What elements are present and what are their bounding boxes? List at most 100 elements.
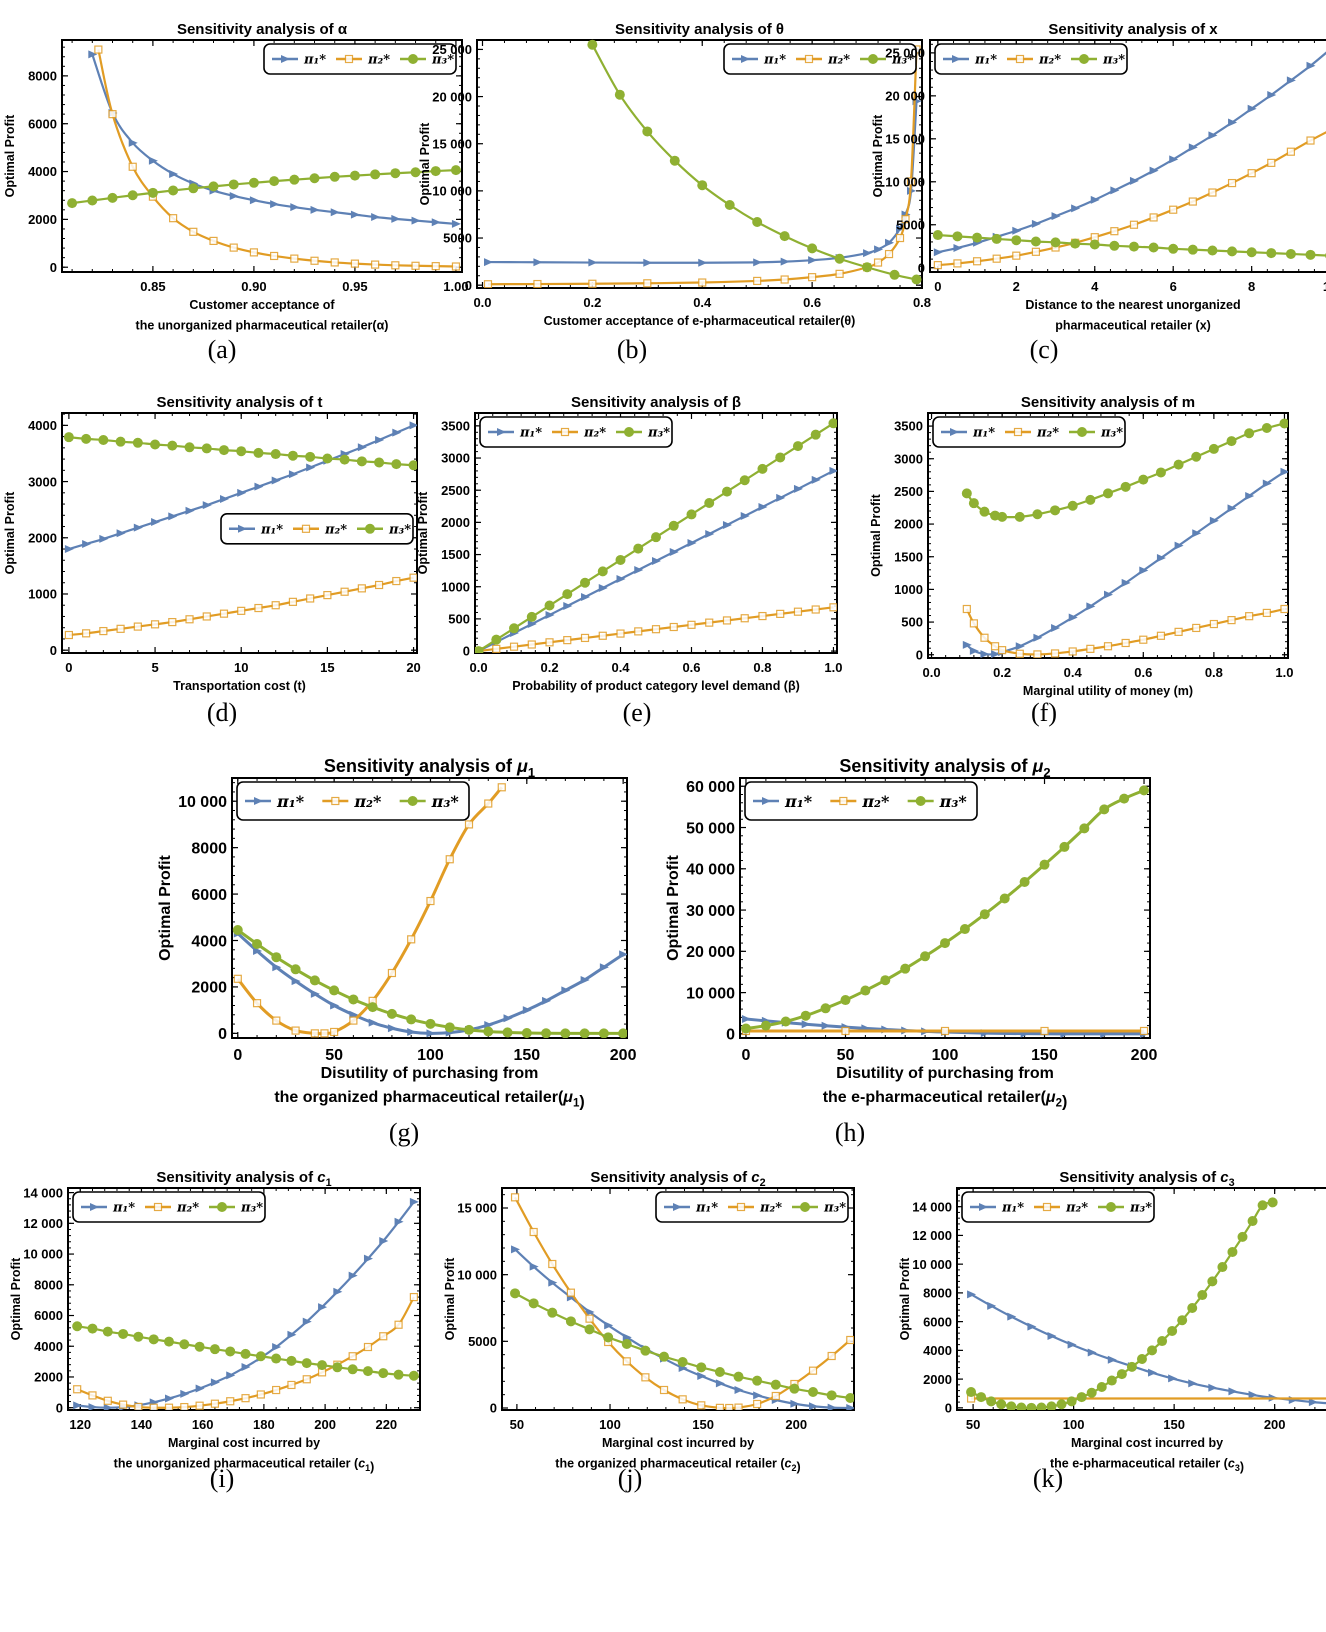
y-tick-label: 5000 bbox=[443, 231, 472, 246]
pi1-marker bbox=[561, 986, 571, 995]
pi3-marker bbox=[633, 543, 644, 554]
panel-caption: (k) bbox=[1032, 1464, 1064, 1493]
legend-label-pi1: π₁* bbox=[303, 53, 326, 68]
x-tick-label: 150 bbox=[692, 1417, 714, 1432]
legend-label-pi2: π₂* bbox=[353, 792, 382, 811]
pi1-marker bbox=[241, 1362, 251, 1371]
pi3-marker bbox=[834, 253, 845, 264]
pi2-marker bbox=[1209, 619, 1218, 629]
pi1-marker bbox=[306, 463, 316, 472]
pi3-marker bbox=[579, 1028, 590, 1038]
x-axis-label: Marginal utility of money (m) bbox=[1023, 684, 1193, 698]
legend-label-pi1: π₁* bbox=[974, 53, 997, 68]
pi2-marker bbox=[118, 1400, 128, 1409]
y-tick-label: 10 000 bbox=[686, 985, 735, 1002]
y-tick-label: 0 bbox=[465, 278, 472, 293]
pi3-marker bbox=[1191, 451, 1202, 462]
legend-label-pi2: π₂* bbox=[861, 792, 890, 811]
pi1-marker bbox=[82, 539, 92, 548]
pi3-marker bbox=[1016, 1402, 1027, 1410]
pi2-marker bbox=[64, 630, 73, 640]
pi3-marker bbox=[932, 230, 943, 241]
pi2-marker bbox=[1262, 608, 1271, 618]
pi1-marker bbox=[1107, 1355, 1117, 1364]
pi2-marker bbox=[387, 968, 397, 978]
pi3-marker bbox=[271, 952, 282, 963]
pi3-marker bbox=[1056, 1399, 1067, 1410]
pi3-marker bbox=[367, 1002, 378, 1013]
series-line-pi2 bbox=[487, 49, 918, 286]
pi1-marker bbox=[379, 1237, 389, 1246]
pi2-marker bbox=[202, 612, 211, 621]
pi3-marker bbox=[820, 1003, 831, 1014]
legend-label-pi3: π₃* bbox=[891, 53, 914, 68]
y-tick-label: 2500 bbox=[441, 483, 470, 498]
pi3-marker bbox=[1077, 427, 1087, 437]
chart-panel-d: Sensitivity analysis of t 0 5 10 15 20 0 1000 20… bbox=[0, 394, 425, 693]
x-tick-label: 0.6 bbox=[1134, 665, 1152, 680]
pi2-marker bbox=[1121, 638, 1130, 648]
pi1-marker bbox=[1209, 516, 1219, 525]
y-tick-label: 25 000 bbox=[885, 46, 925, 61]
y-tick-label: 2000 bbox=[28, 212, 57, 227]
pi1-marker bbox=[73, 1401, 83, 1410]
x-tick-label: 0.4 bbox=[1064, 665, 1083, 680]
pi3-marker bbox=[996, 1399, 1007, 1410]
pi3-marker bbox=[972, 232, 983, 243]
x-tick-label: 10 bbox=[234, 660, 248, 675]
pi2-marker bbox=[103, 1396, 112, 1405]
pi2-marker bbox=[411, 261, 420, 270]
pi2-marker bbox=[128, 162, 137, 171]
legend: π₁* π₂* π₃* bbox=[744, 781, 978, 821]
pi2-marker bbox=[1103, 642, 1113, 651]
x-tick-label: 0.4 bbox=[693, 295, 712, 310]
pi2-marker bbox=[753, 276, 762, 286]
y-tick-label: 2000 bbox=[894, 517, 923, 532]
y-tick-label: 50 000 bbox=[686, 820, 735, 837]
pi2-marker bbox=[252, 999, 262, 1008]
pi1-marker bbox=[1090, 195, 1100, 204]
y-tick-label: 4000 bbox=[923, 1343, 952, 1358]
pi3-marker bbox=[840, 995, 851, 1006]
pi3-marker bbox=[408, 1370, 419, 1381]
pi1-marker bbox=[497, 428, 506, 436]
pi3-marker bbox=[739, 475, 750, 486]
pi3-marker bbox=[362, 1366, 373, 1377]
pi1-marker bbox=[291, 977, 301, 986]
pi3-marker bbox=[1187, 1302, 1198, 1313]
x-tick-label: 0.2 bbox=[540, 660, 558, 675]
series-markers-pi2 bbox=[475, 603, 837, 653]
y-tick-label: 1500 bbox=[441, 547, 470, 562]
panel-caption: (g) bbox=[388, 1118, 420, 1147]
pi2-marker bbox=[827, 1351, 836, 1361]
series-group bbox=[966, 1197, 1326, 1410]
pi2-marker bbox=[509, 642, 519, 651]
pi3-marker bbox=[845, 1393, 854, 1403]
pi3-marker bbox=[789, 1383, 800, 1394]
pi3-marker bbox=[329, 985, 340, 996]
pi3-marker bbox=[1155, 467, 1166, 478]
pi1-marker bbox=[1228, 1387, 1238, 1396]
pi1-marker bbox=[503, 1014, 513, 1023]
pi3-marker bbox=[218, 445, 229, 456]
pi1-marker bbox=[734, 1386, 744, 1394]
pi2-marker bbox=[953, 259, 962, 268]
x-tick-label: 0.8 bbox=[1205, 665, 1223, 680]
pi2-marker bbox=[1306, 136, 1315, 145]
pi1-marker bbox=[1306, 61, 1316, 70]
chart-panel-j: Sensitivity analysis of c2 50 100 150 200 0 50… bbox=[420, 1165, 860, 1474]
pi2-marker bbox=[962, 604, 971, 614]
pi1-marker bbox=[793, 484, 803, 493]
pi2-marker bbox=[306, 594, 315, 603]
pi3-marker bbox=[792, 441, 803, 452]
pi3-marker bbox=[248, 177, 259, 188]
pi3-marker bbox=[733, 1371, 744, 1382]
pi3-marker bbox=[868, 54, 878, 64]
pi3-marker bbox=[704, 498, 715, 509]
pi3-marker bbox=[309, 173, 320, 184]
pi3-marker bbox=[1246, 247, 1257, 258]
pi3-marker bbox=[1208, 443, 1219, 454]
pi2-marker bbox=[350, 259, 360, 268]
pi3-marker bbox=[640, 1345, 651, 1356]
x-tick-label: 50 bbox=[510, 1417, 524, 1432]
